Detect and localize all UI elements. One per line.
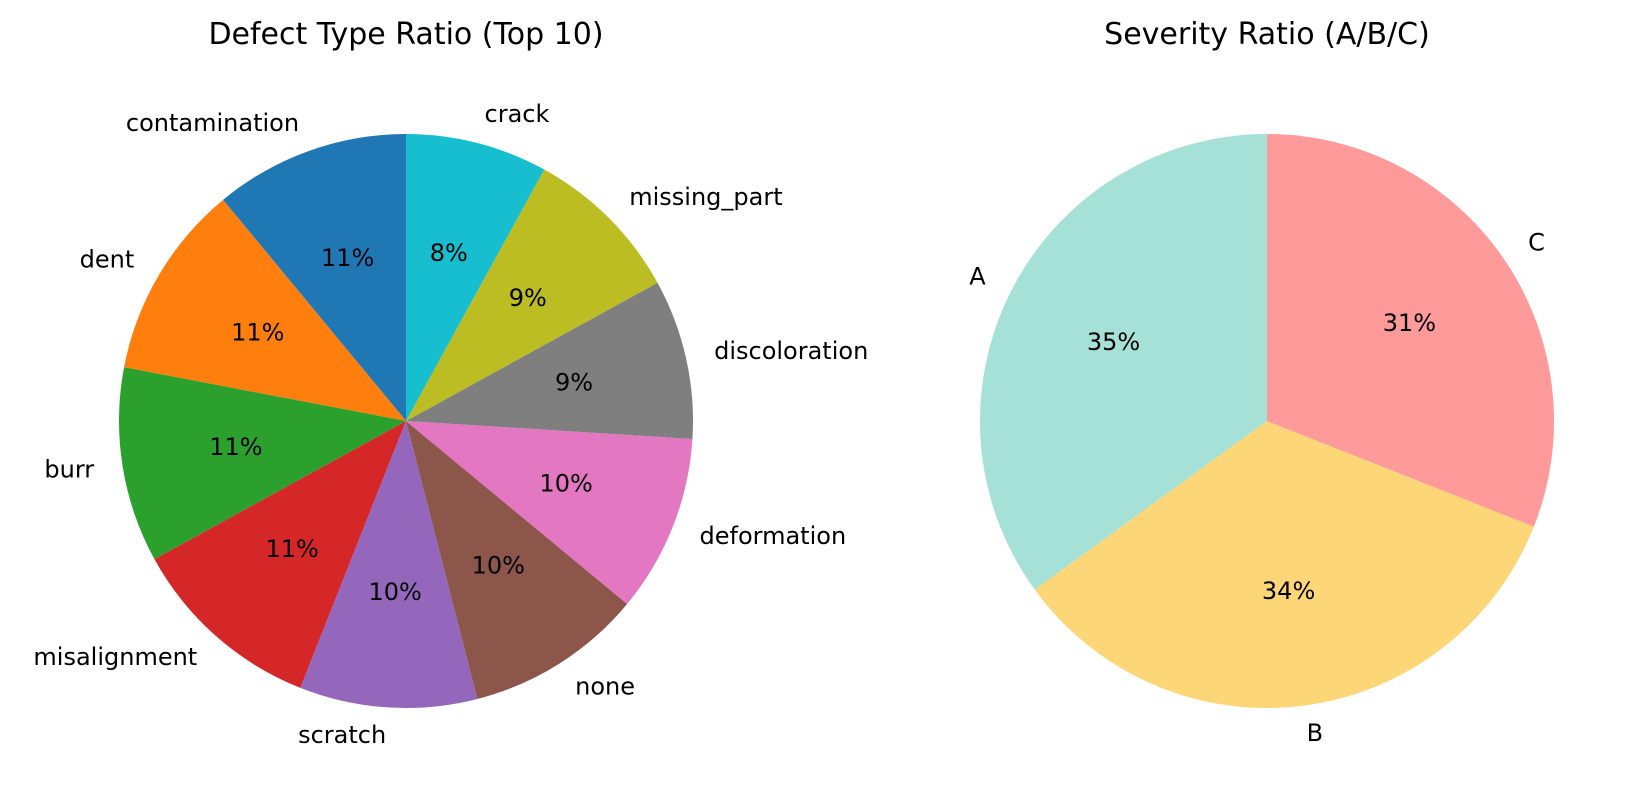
defect-type-slice-dent bbox=[124, 199, 406, 421]
defect-type-percent-burr: 11% bbox=[209, 433, 262, 461]
severity-label-a: A bbox=[969, 263, 986, 291]
defect-type-slice-burr bbox=[118, 367, 406, 560]
defect-type-slices bbox=[118, 134, 693, 708]
defect-type-percent-dent: 11% bbox=[231, 318, 284, 346]
severity-label-c: C bbox=[1528, 229, 1545, 257]
defect-type-slice-contamination bbox=[223, 134, 406, 421]
severity-slices bbox=[979, 134, 1554, 708]
defect-type-label-misalignment: misalignment bbox=[33, 643, 197, 671]
defect-type-label-dent: dent bbox=[80, 245, 135, 273]
severity-slice-c bbox=[1267, 134, 1554, 527]
defect-type-slice-deformation bbox=[406, 421, 693, 604]
defect-type-label-deformation: deformation bbox=[700, 522, 847, 550]
defect-type-labels: contamination 11% dent 11% burr 11% misalignme… bbox=[33, 100, 868, 749]
defect-type-label-missing-part: missing_part bbox=[629, 183, 782, 211]
defect-type-percent-none: 10% bbox=[472, 551, 525, 579]
defect-type-chart-title: Defect Type Ratio (Top 10) bbox=[208, 17, 603, 52]
defect-type-percent-deformation: 10% bbox=[539, 469, 592, 497]
defect-type-label-contamination: contamination bbox=[126, 109, 299, 137]
defect-type-percent-contamination: 11% bbox=[321, 244, 374, 272]
severity-label-b: B bbox=[1307, 719, 1323, 747]
severity-percent-b: 34% bbox=[1262, 577, 1315, 605]
defect-type-percent-misalignment: 11% bbox=[265, 535, 318, 563]
defect-type-percent-scratch: 10% bbox=[369, 578, 422, 606]
defect-type-percent-missing-part: 9% bbox=[509, 284, 547, 312]
defect-type-percent-crack: 8% bbox=[430, 239, 468, 267]
severity-slice-a bbox=[979, 134, 1267, 590]
defect-type-slice-scratch bbox=[300, 421, 478, 708]
defect-type-label-burr: burr bbox=[44, 455, 94, 483]
defect-type-slice-discoloration bbox=[406, 282, 693, 440]
severity-labels: A 35% B 34% C 31% bbox=[969, 229, 1545, 748]
defect-type-label-scratch: scratch bbox=[298, 721, 386, 749]
severity-pie-chart: Severity Ratio (A/B/C) A 35% B 34% C 31% bbox=[969, 17, 1554, 747]
defect-type-label-crack: crack bbox=[485, 100, 550, 128]
defect-type-slice-missing-part bbox=[406, 169, 658, 421]
severity-percent-c: 31% bbox=[1383, 309, 1436, 337]
defect-type-percent-discoloration: 9% bbox=[555, 368, 593, 396]
severity-slice-b bbox=[1034, 421, 1534, 708]
defect-type-label-none: none bbox=[575, 673, 635, 701]
defect-type-pie-chart: Defect Type Ratio (Top 10) contamination… bbox=[33, 17, 868, 749]
severity-chart-title: Severity Ratio (A/B/C) bbox=[1104, 17, 1430, 52]
defect-type-slice-none bbox=[406, 421, 628, 699]
defect-type-slice-crack bbox=[406, 134, 545, 421]
defect-type-slice-misalignment bbox=[154, 421, 406, 688]
defect-type-label-discoloration: discoloration bbox=[714, 337, 868, 365]
severity-percent-a: 35% bbox=[1087, 328, 1140, 356]
